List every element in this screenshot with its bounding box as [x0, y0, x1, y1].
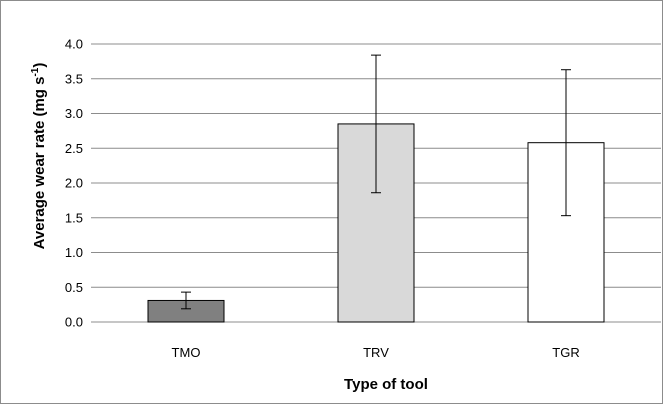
x-axis-title: Type of tool: [344, 376, 428, 393]
x-tick-labels: TMO TRV TGR: [172, 345, 580, 360]
y-axis-title-close: ): [31, 63, 48, 68]
y-axis-title-main: Average wear rate (mg s: [31, 77, 48, 250]
x-tick-label: TRV: [363, 345, 389, 360]
x-tick-label: TGR: [552, 345, 579, 360]
y-tick-label: 4.0: [65, 37, 83, 52]
y-tick-label: 2.5: [65, 141, 83, 156]
x-tick-label: TMO: [172, 345, 201, 360]
y-tick-label: 0.5: [65, 280, 83, 295]
error-bar-trv: [371, 54, 381, 194]
y-tick-label: 3.5: [65, 71, 83, 86]
error-bar-tmo: [181, 291, 191, 310]
y-axis-title-superscript: -1: [30, 67, 41, 76]
y-axis-title: Average wear rate (mg s-1): [30, 63, 48, 250]
y-tick-label: 1.0: [65, 245, 83, 260]
y-tick-label: 0.0: [65, 315, 83, 330]
y-tick-label: 3.0: [65, 106, 83, 121]
y-tick-label: 1.5: [65, 210, 83, 225]
error-bars: [181, 54, 571, 310]
y-tick-labels: 0.0 0.5 1.0 1.5 2.0 2.5 3.0 3.5 4.0: [65, 37, 83, 330]
error-bar-tgr: [561, 69, 571, 217]
y-tick-label: 2.0: [65, 176, 83, 191]
